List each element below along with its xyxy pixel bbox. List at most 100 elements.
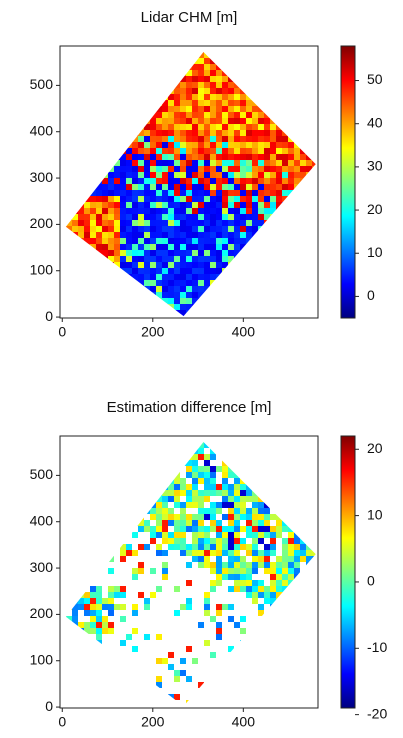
- raster-cell: [126, 178, 132, 184]
- raster-cell: [150, 208, 156, 214]
- raster-cell: [102, 136, 108, 142]
- raster-cell: [264, 262, 270, 268]
- raster-cell: [228, 604, 234, 610]
- raster-cell: [228, 490, 234, 496]
- raster-cell: [222, 46, 228, 52]
- raster-cell: [186, 52, 192, 58]
- raster-cell: [60, 664, 66, 670]
- raster-cell: [252, 208, 258, 214]
- raster-cell: [204, 286, 210, 292]
- raster-cell: [294, 544, 300, 550]
- raster-cell: [114, 100, 120, 106]
- raster-cell: [120, 280, 126, 286]
- raster-cell: [66, 616, 72, 622]
- x-tick-label: 200: [141, 324, 165, 340]
- raster-cell: [90, 622, 96, 628]
- raster-cell: [258, 502, 264, 508]
- raster-cell: [120, 226, 126, 232]
- raster-cell: [60, 208, 66, 214]
- raster-cell: [252, 88, 258, 94]
- raster-cell: [204, 52, 210, 58]
- raster-cell: [276, 502, 282, 508]
- raster-cell: [258, 436, 264, 442]
- raster-cell: [126, 274, 132, 280]
- raster-cell: [180, 520, 186, 526]
- raster-cell: [192, 214, 198, 220]
- raster-cell: [96, 106, 102, 112]
- raster-cell: [84, 316, 90, 322]
- raster-cell: [180, 58, 186, 64]
- raster-cell: [96, 130, 102, 136]
- raster-cell: [228, 220, 234, 226]
- raster-cell: [228, 130, 234, 136]
- raster-cell: [240, 52, 246, 58]
- raster-cell: [72, 442, 78, 448]
- raster-cell: [186, 280, 192, 286]
- raster-cell: [132, 250, 138, 256]
- raster-cell: [252, 166, 258, 172]
- raster-cell: [84, 208, 90, 214]
- raster-cell: [168, 82, 174, 88]
- raster-cell: [234, 46, 240, 52]
- raster-cell: [276, 142, 282, 148]
- raster-cell: [234, 202, 240, 208]
- raster-cell: [66, 88, 72, 94]
- raster-cell: [174, 202, 180, 208]
- raster-cell: [306, 100, 312, 106]
- raster-cell: [96, 76, 102, 82]
- raster-cell: [306, 592, 312, 598]
- raster-cell: [180, 460, 186, 466]
- raster-cell: [96, 454, 102, 460]
- raster-cell: [312, 526, 318, 532]
- raster-cell: [150, 112, 156, 118]
- raster-cell: [312, 586, 318, 592]
- raster-cell: [174, 172, 180, 178]
- raster-cell: [192, 460, 198, 466]
- raster-cell: [120, 166, 126, 172]
- raster-cell: [156, 658, 162, 664]
- raster-cell: [210, 472, 216, 478]
- raster-cell: [180, 172, 186, 178]
- raster-cell: [282, 112, 288, 118]
- raster-cell: [258, 238, 264, 244]
- raster-cell: [246, 436, 252, 442]
- raster-cell: [168, 112, 174, 118]
- raster-cell: [162, 520, 168, 526]
- raster-cell: [114, 130, 120, 136]
- raster-cell: [264, 124, 270, 130]
- raster-cell: [300, 316, 306, 322]
- raster-cell: [168, 226, 174, 232]
- raster-cell: [288, 478, 294, 484]
- raster-cell: [186, 184, 192, 190]
- raster-cell: [102, 304, 108, 310]
- raster-cell: [234, 94, 240, 100]
- raster-cell: [156, 196, 162, 202]
- raster-cell: [240, 154, 246, 160]
- raster-cell: [144, 544, 150, 550]
- raster-cell: [72, 112, 78, 118]
- raster-cell: [246, 268, 252, 274]
- raster-cell: [84, 472, 90, 478]
- raster-cell: [312, 262, 318, 268]
- raster-cell: [132, 508, 138, 514]
- raster-cell: [288, 268, 294, 274]
- raster-cell: [204, 598, 210, 604]
- raster-cell: [270, 544, 276, 550]
- raster-cell: [96, 490, 102, 496]
- raster-cell: [306, 454, 312, 460]
- raster-cell: [102, 220, 108, 226]
- raster-cell: [270, 502, 276, 508]
- raster-cell: [234, 286, 240, 292]
- raster-cell: [270, 274, 276, 280]
- raster-cell: [138, 154, 144, 160]
- raster-cell: [114, 466, 120, 472]
- raster-cell: [300, 208, 306, 214]
- raster-cell: [150, 142, 156, 148]
- raster-cell: [252, 442, 258, 448]
- raster-cell: [270, 250, 276, 256]
- raster-cell: [258, 604, 264, 610]
- raster-cell: [90, 292, 96, 298]
- raster-cell: [216, 136, 222, 142]
- raster-cell: [204, 262, 210, 268]
- raster-cell: [102, 616, 108, 622]
